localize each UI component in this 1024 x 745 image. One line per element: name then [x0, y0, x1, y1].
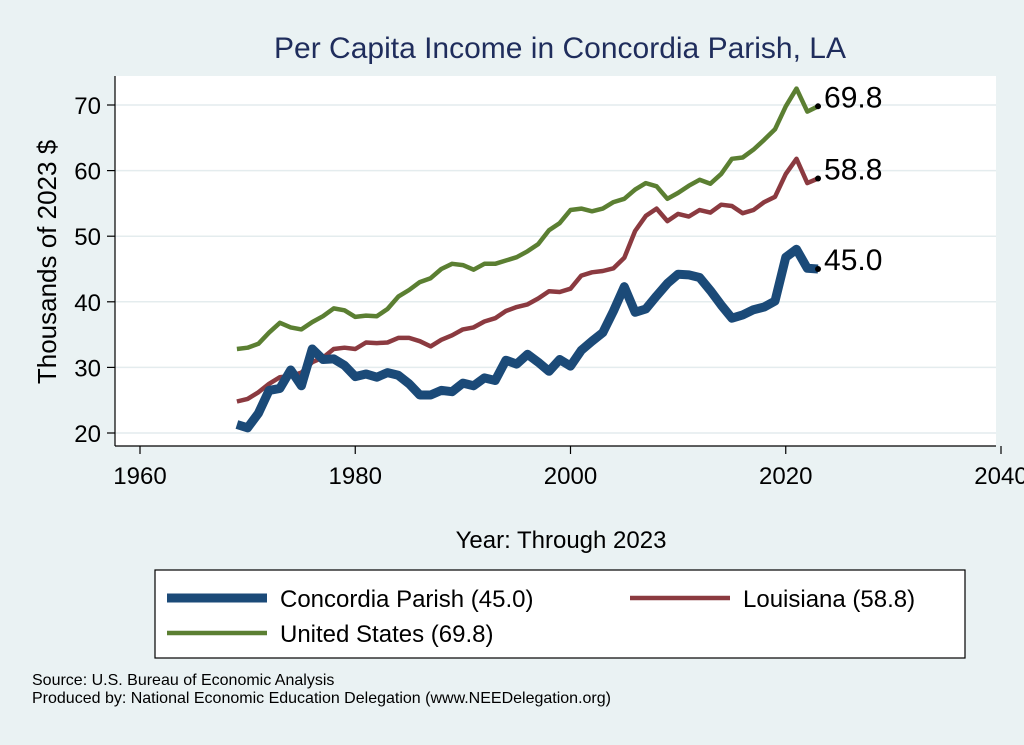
- x-axis-label: Year: Through 2023: [456, 527, 667, 554]
- legend-label: United States (69.8): [280, 621, 493, 648]
- x-tick-label: 2000: [544, 463, 597, 490]
- series-line-louisiana: [236, 156, 819, 404]
- series-line-united-states: [236, 86, 819, 352]
- end-point-marker: [815, 266, 822, 272]
- end-value-label: 58.8: [824, 153, 882, 186]
- chart-title: Per Capita Income in Concordia Parish, L…: [274, 32, 846, 65]
- source-note: Source: U.S. Bureau of Economic Analysis: [32, 672, 335, 689]
- x-tick-label: 1980: [329, 463, 382, 490]
- end-point-marker: [815, 103, 822, 110]
- x-axis: 1960 1980 2000 2020 2040: [113, 446, 1024, 490]
- y-axis: 20 30 40 50 60 70: [74, 93, 115, 448]
- x-tick-label: 1960: [113, 463, 166, 490]
- series-line-concordia-parish: [235, 244, 819, 433]
- y-tick-label: 20: [74, 421, 101, 448]
- x-tick-label: 2040: [974, 463, 1024, 490]
- footer: Source: U.S. Bureau of Economic Analysis…: [32, 672, 611, 708]
- end-value-label: 45.0: [824, 244, 882, 277]
- y-tick-label: 50: [74, 224, 101, 251]
- y-tick-label: 70: [74, 93, 101, 120]
- chart: Per Capita Income in Concordia Parish, L…: [32, 32, 1024, 659]
- legend-items: Concordia Parish (45.0) Louisiana (58.8) U…: [167, 586, 915, 648]
- end-value-label: 69.8: [824, 81, 882, 114]
- x-tick-label: 2020: [759, 463, 812, 490]
- end-point-marker: [815, 175, 822, 182]
- plot-area: [115, 76, 996, 446]
- y-tick-label: 60: [74, 159, 101, 186]
- y-axis-label: Thousands of 2023 $: [32, 139, 62, 384]
- y-tick-label: 30: [74, 355, 101, 382]
- legend-label: Louisiana (58.8): [743, 586, 915, 613]
- legend: [154, 569, 966, 659]
- producer-note: Produced by: National Economic Education…: [32, 690, 611, 707]
- y-tick-label: 40: [74, 290, 101, 317]
- end-labels: 45.0 58.8 69.8: [815, 81, 882, 277]
- legend-label: Concordia Parish (45.0): [280, 586, 533, 613]
- series-group: [235, 86, 819, 433]
